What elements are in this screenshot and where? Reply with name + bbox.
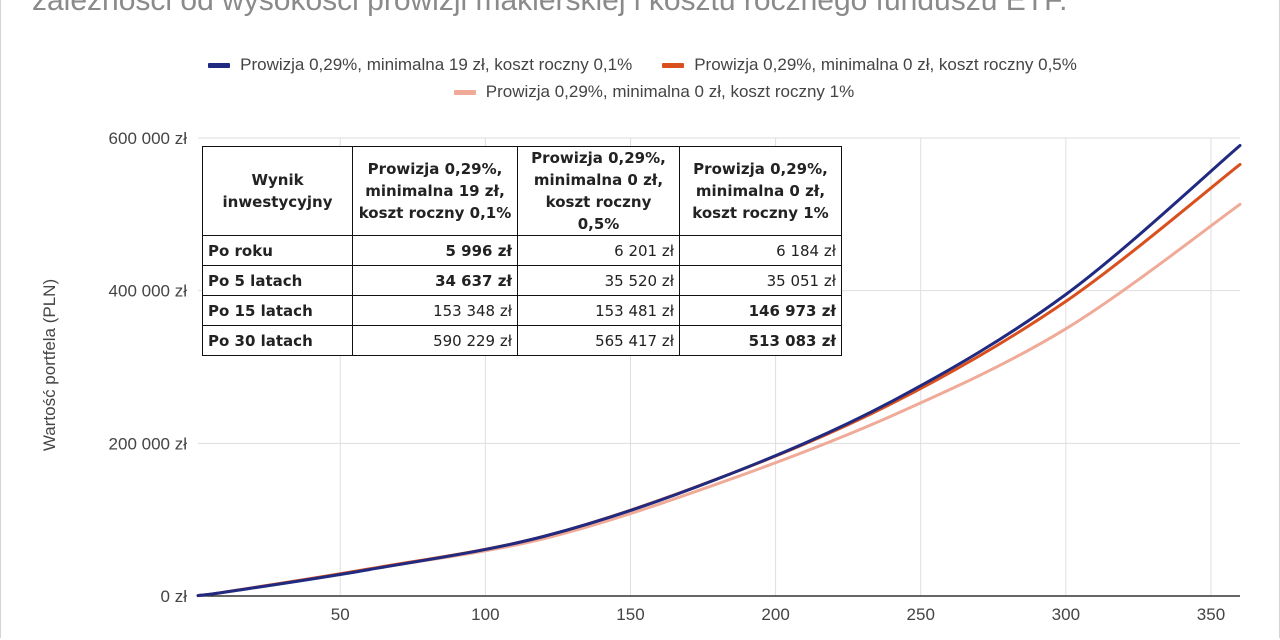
table-cell: 590 229 zł	[352, 325, 518, 356]
table-cell: 565 417 zł	[517, 325, 680, 356]
legend-item-series-2[interactable]: Prowizja 0,29%, minimalna 0 zł, koszt ro…	[662, 55, 1077, 75]
x-tick-label: 200	[761, 605, 789, 624]
legend-label-series-1: Prowizja 0,29%, minimalna 19 zł, koszt r…	[240, 55, 633, 74]
y-tick-label: 600 000 zł	[109, 129, 188, 148]
legend-row-1: Prowizja 0,29%, minimalna 19 zł, koszt r…	[0, 55, 1280, 75]
legend-label-series-2: Prowizja 0,29%, minimalna 0 zł, koszt ro…	[694, 55, 1077, 74]
table-cell: 35 520 zł	[517, 265, 680, 296]
x-tick-label: 250	[907, 605, 935, 624]
legend-item-series-3[interactable]: Prowizja 0,29%, minimalna 0 zł, koszt ro…	[453, 82, 855, 102]
table-cell: 6 184 zł	[679, 235, 842, 266]
table-row: Po roku 5 996 zł 6 201 zł 6 184 zł	[202, 235, 842, 266]
series-line-1	[196, 144, 1242, 598]
table-cell: 513 083 zł	[679, 325, 842, 356]
table-header-cell: Prowizja 0,29%, minimalna 0 zł, koszt ro…	[517, 146, 680, 236]
table-row-label: Po 5 latach	[202, 265, 353, 296]
table-header-cell: Prowizja 0,29%, minimalna 19 zł, koszt r…	[352, 146, 518, 236]
table-cell: 6 201 zł	[517, 235, 680, 266]
table-header-cell: Wynik inwestycyjny	[202, 146, 353, 236]
table-row-label: Po roku	[202, 235, 353, 266]
legend-row-2: Prowizja 0,29%, minimalna 0 zł, koszt ro…	[0, 82, 1280, 102]
x-tick-label: 100	[471, 605, 499, 624]
table-cell: 5 996 zł	[352, 235, 518, 266]
table-header-row: Wynik inwestycyjny Prowizja 0,29%, minim…	[202, 146, 842, 236]
table-cell: 153 348 zł	[352, 295, 518, 326]
legend-swatch-series-3	[453, 89, 476, 95]
chart-title: zależności od wysokości prowizji maklers…	[32, 0, 1068, 17]
y-axis-title: Wartość portfela (PLN)	[40, 278, 59, 452]
legend-swatch-series-2	[662, 62, 685, 68]
table-cell: 35 051 zł	[679, 265, 842, 296]
table-cell: 153 481 zł	[517, 295, 680, 326]
x-tick-label: 150	[616, 605, 644, 624]
legend-item-series-1[interactable]: Prowizja 0,29%, minimalna 19 zł, koszt r…	[208, 55, 632, 75]
y-tick-label: 400 000 zł	[109, 282, 188, 301]
results-table: Wynik inwestycyjny Prowizja 0,29%, minim…	[202, 146, 842, 356]
table-row: Po 5 latach 34 637 zł 35 520 zł 35 051 z…	[202, 265, 842, 296]
table-cell: 146 973 zł	[679, 295, 842, 326]
table-header-cell: Prowizja 0,29%, minimalna 0 zł, koszt ro…	[679, 146, 842, 236]
table-row-label: Po 30 latach	[202, 325, 353, 356]
y-tick-label: 200 000 zł	[109, 434, 188, 453]
y-tick-label: 0 zł	[161, 587, 188, 606]
table-row-label: Po 15 latach	[202, 295, 353, 326]
table-row: Po 30 latach 590 229 zł 565 417 zł 513 0…	[202, 325, 842, 356]
x-tick-label: 350	[1197, 605, 1225, 624]
table-row: Po 15 latach 153 348 zł 153 481 zł 146 9…	[202, 295, 842, 326]
legend-label-series-3: Prowizja 0,29%, minimalna 0 zł, koszt ro…	[485, 82, 855, 101]
legend-swatch-series-1	[208, 62, 231, 68]
table-cell: 34 637 zł	[352, 265, 518, 296]
x-tick-label: 50	[331, 605, 350, 624]
x-tick-label: 300	[1052, 605, 1080, 624]
